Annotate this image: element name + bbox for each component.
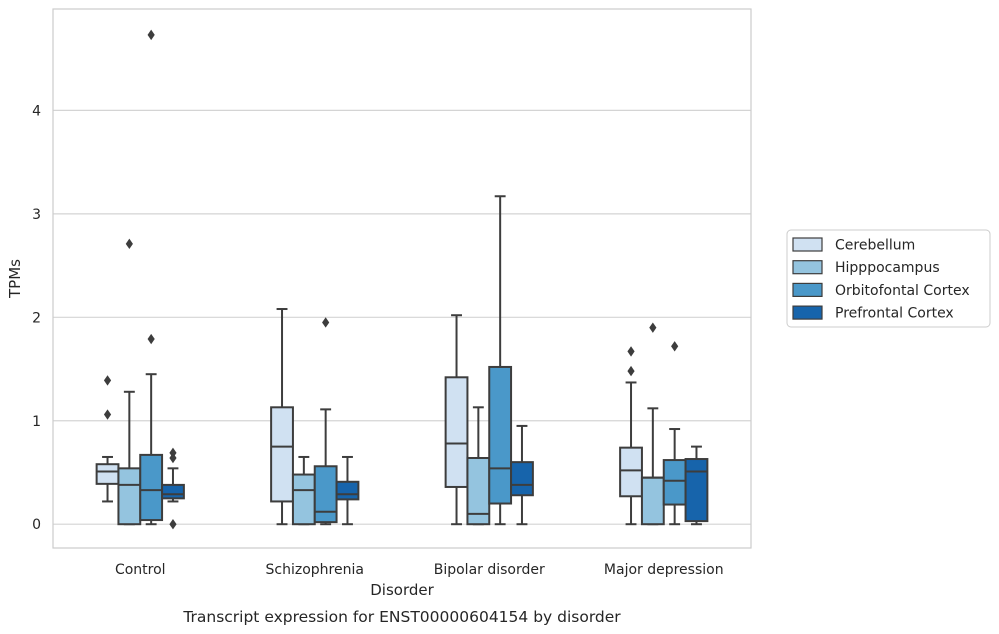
x-tick-label: Schizophrenia: [266, 562, 364, 578]
box-3-0: [161, 447, 185, 530]
box-iqr: [662, 459, 687, 506]
box-iqr: [161, 483, 185, 500]
outlier-marker: [125, 238, 133, 250]
legend-swatch: [792, 282, 823, 297]
box-3-3: [684, 445, 709, 526]
legend-label: Hipppocampus: [835, 260, 940, 276]
y-tick-label: 3: [32, 207, 41, 223]
box-2-0: [139, 29, 164, 526]
box-2-1: [313, 317, 338, 526]
box-2-2: [488, 195, 513, 526]
box-iqr: [684, 458, 709, 523]
box-2-3: [662, 341, 687, 526]
box-iqr: [619, 446, 643, 498]
outlier-marker: [671, 341, 679, 352]
y-tick-labels: 0 1 2 3 4: [32, 103, 41, 533]
y-tick-label: 1: [32, 414, 41, 430]
outlier-marker: [147, 29, 155, 41]
legend-swatch: [792, 305, 823, 320]
x-axis-label: Disorder: [370, 581, 434, 599]
legend-label: Orbitofontal Cortex: [835, 283, 970, 299]
y-axis-label: TPMs: [6, 259, 24, 299]
outlier-marker: [103, 409, 112, 420]
outlier-marker: [649, 322, 657, 333]
x-tick-labels: Control Schizophrenia Bipolar disorder Majo…: [115, 562, 724, 578]
legend-swatch: [792, 260, 823, 275]
box-iqr: [510, 461, 534, 497]
box-3-1: [335, 455, 360, 526]
box-iqr: [640, 476, 665, 526]
x-tick-label: Bipolar disorder: [434, 562, 545, 578]
box-1-2: [466, 406, 491, 526]
legend-label: Cerebellum: [835, 238, 915, 254]
x-tick-label: Control: [115, 562, 166, 578]
legend: Cerebellum Hipppocampus Orbitofontal Corte…: [786, 229, 991, 328]
box-iqr: [117, 467, 142, 526]
box-iqr: [139, 453, 164, 522]
box-iqr: [444, 376, 469, 488]
chart-caption: Transcript expression for ENST0000060415…: [182, 608, 621, 626]
box-0-3: [619, 346, 643, 526]
box-iqr: [95, 463, 120, 485]
box-1-3: [640, 322, 665, 526]
plot-area-frame: [52, 8, 752, 549]
legend-swatch: [792, 237, 823, 252]
box-0-1: [270, 308, 294, 526]
outlier-marker: [627, 346, 635, 357]
outlier-marker: [103, 375, 112, 386]
box-iqr: [488, 365, 513, 505]
box-iqr: [335, 480, 360, 501]
outlier-marker: [169, 519, 177, 530]
legend-frame: [786, 229, 991, 328]
outlier-marker: [169, 447, 177, 459]
box-iqr: [313, 465, 338, 524]
boxes: [95, 29, 709, 530]
box-iqr: [291, 473, 316, 526]
box-0-2: [444, 314, 469, 526]
y-tick-label: 0: [32, 517, 41, 533]
box-1-1: [291, 455, 316, 526]
legend-label: Prefrontal Cortex: [835, 306, 954, 322]
outlier-marker: [627, 365, 635, 377]
outlier-marker: [147, 333, 155, 345]
box-0-0: [95, 375, 120, 503]
y-tick-label: 2: [32, 310, 41, 326]
box-3-2: [510, 424, 534, 526]
box-iqr: [270, 406, 294, 503]
outlier-marker: [322, 317, 330, 328]
x-tick-label: Major depression: [604, 562, 724, 578]
box-1-0: [117, 238, 142, 526]
y-tick-label: 4: [32, 103, 41, 119]
